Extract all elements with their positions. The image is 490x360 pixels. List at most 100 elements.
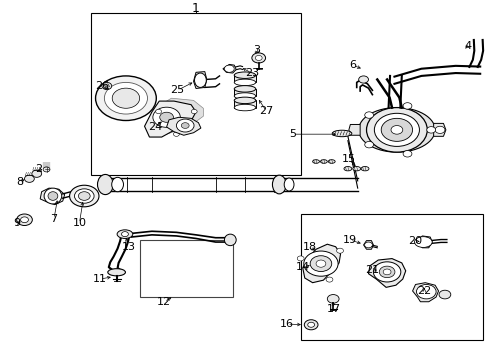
Ellipse shape [332, 130, 352, 137]
Circle shape [439, 290, 451, 299]
Circle shape [403, 103, 412, 109]
Circle shape [435, 126, 445, 134]
Circle shape [297, 256, 304, 261]
Ellipse shape [361, 167, 369, 171]
Polygon shape [145, 101, 196, 137]
Circle shape [379, 266, 395, 278]
Ellipse shape [328, 160, 335, 163]
Circle shape [181, 123, 189, 129]
Polygon shape [413, 283, 439, 302]
Circle shape [112, 88, 140, 108]
Text: 26: 26 [95, 81, 109, 91]
Ellipse shape [416, 284, 436, 299]
Polygon shape [40, 188, 65, 204]
Ellipse shape [234, 97, 256, 104]
Bar [91, 13, 301, 175]
Circle shape [337, 248, 343, 253]
Circle shape [427, 127, 436, 133]
Ellipse shape [320, 160, 327, 163]
Text: 4: 4 [465, 41, 471, 51]
Ellipse shape [108, 269, 125, 276]
Text: 22: 22 [417, 286, 432, 296]
Circle shape [96, 76, 156, 121]
Circle shape [310, 256, 332, 271]
Ellipse shape [234, 104, 256, 111]
Polygon shape [194, 72, 207, 89]
Circle shape [365, 112, 373, 118]
Text: 13: 13 [122, 242, 135, 252]
Polygon shape [359, 108, 435, 152]
Text: 15: 15 [342, 154, 356, 165]
Ellipse shape [344, 167, 352, 171]
Ellipse shape [313, 160, 319, 163]
Ellipse shape [353, 167, 361, 171]
Circle shape [304, 251, 338, 276]
Bar [301, 214, 483, 340]
Circle shape [24, 175, 34, 183]
Circle shape [308, 322, 315, 327]
Circle shape [316, 260, 326, 267]
Text: 18: 18 [303, 242, 317, 252]
Circle shape [70, 185, 99, 207]
Text: 11: 11 [93, 274, 107, 284]
Polygon shape [167, 117, 201, 135]
Circle shape [381, 118, 413, 141]
Ellipse shape [98, 175, 113, 195]
Circle shape [383, 269, 391, 275]
Polygon shape [368, 258, 406, 287]
Text: 21: 21 [366, 265, 379, 275]
Circle shape [173, 132, 179, 136]
Text: 17: 17 [327, 304, 341, 314]
Text: 5: 5 [290, 129, 296, 139]
Circle shape [403, 150, 412, 157]
Circle shape [102, 82, 112, 90]
Ellipse shape [102, 178, 108, 191]
Ellipse shape [112, 177, 123, 192]
Text: 19: 19 [343, 235, 357, 245]
Circle shape [304, 320, 318, 330]
Circle shape [153, 107, 180, 127]
Text: 23: 23 [245, 68, 259, 78]
Text: 20: 20 [409, 236, 422, 246]
Circle shape [255, 55, 262, 60]
Circle shape [365, 242, 372, 248]
Circle shape [359, 76, 368, 83]
Text: 24: 24 [147, 122, 162, 132]
Bar [234, 100, 256, 108]
Text: 6: 6 [349, 60, 356, 70]
Circle shape [326, 277, 333, 282]
Polygon shape [303, 244, 341, 283]
Text: 12: 12 [157, 297, 171, 307]
Circle shape [374, 113, 419, 147]
Text: 16: 16 [280, 319, 294, 329]
Circle shape [373, 262, 401, 282]
Circle shape [74, 189, 94, 203]
Ellipse shape [117, 230, 133, 238]
Circle shape [365, 141, 373, 148]
Text: 10: 10 [73, 219, 86, 228]
Ellipse shape [415, 237, 432, 247]
Ellipse shape [234, 93, 256, 99]
Ellipse shape [234, 72, 256, 78]
Ellipse shape [272, 175, 286, 194]
Text: 27: 27 [259, 106, 274, 116]
Text: 3: 3 [253, 45, 260, 55]
Circle shape [224, 65, 234, 72]
Ellipse shape [224, 234, 236, 246]
Ellipse shape [44, 188, 62, 204]
Circle shape [327, 294, 339, 303]
Circle shape [43, 167, 50, 172]
Text: 9: 9 [13, 219, 20, 228]
Ellipse shape [234, 86, 256, 92]
Ellipse shape [195, 73, 206, 87]
Circle shape [122, 231, 128, 237]
Circle shape [191, 109, 197, 114]
Ellipse shape [48, 192, 58, 200]
Circle shape [32, 170, 42, 177]
Circle shape [160, 112, 173, 122]
Polygon shape [434, 123, 446, 136]
Circle shape [78, 192, 90, 200]
Polygon shape [364, 240, 373, 249]
Text: 8: 8 [16, 177, 23, 187]
Polygon shape [147, 98, 203, 135]
